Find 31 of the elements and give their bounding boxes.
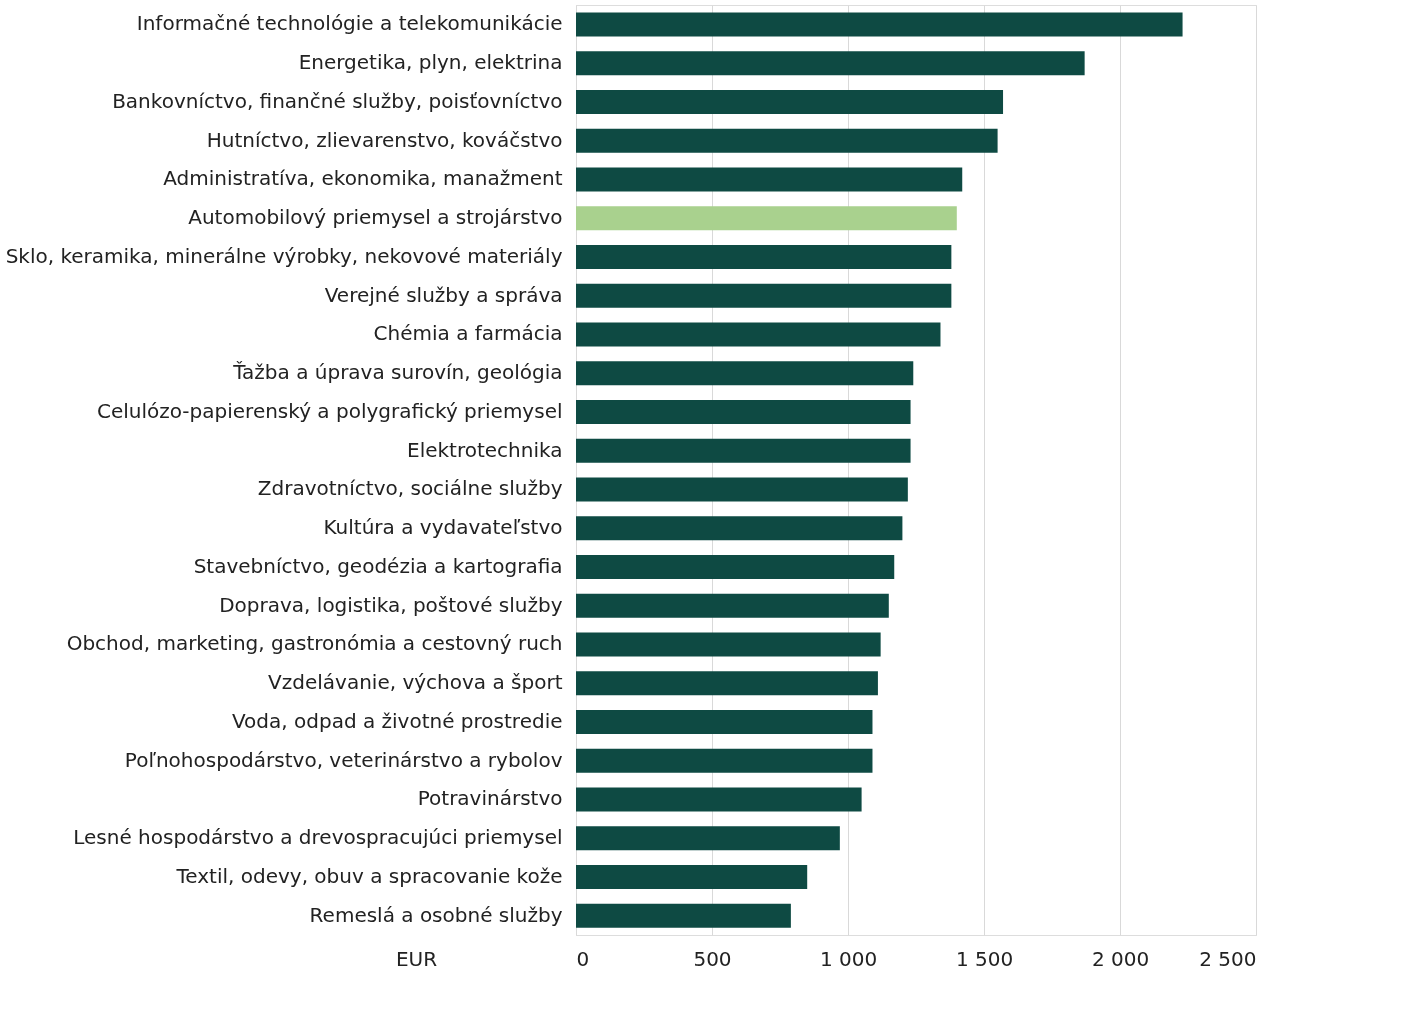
- y-tick-label: Ťažba a úprava surovín, geológia: [232, 360, 563, 385]
- y-tick-label: Bankovníctvo, finančné služby, poisťovníctvo: [112, 88, 563, 113]
- y-tick-label: Informačné technológie a telekomunikácie: [136, 11, 563, 36]
- y-tick-label: Voda, odpad a životné prostredie: [231, 708, 563, 733]
- y-tick-label: Zdravotníctvo, sociálne služby: [257, 476, 563, 501]
- y-tick-label: Vzdelávanie, výchova a šport: [268, 670, 563, 695]
- y-tick-label: Poľnohospodárstvo, veterinárstvo a rybolov: [124, 747, 563, 772]
- y-tick-label: Obchod, marketing, gastronómia a cestovný ruch: [66, 631, 563, 656]
- y-tick-label: Administratíva, ekonomika, manažment: [163, 166, 563, 191]
- y-tick-label: Verejné služby a správa: [324, 282, 563, 307]
- y-tick-label: Remeslá a osobné služby: [309, 902, 563, 927]
- y-tick-label: Automobilový priemysel a strojárstvo: [188, 205, 563, 230]
- x-axis-title: EUR: [395, 946, 438, 971]
- y-tick-label: Hutníctvo, zlievarenstvo, kováčstvo: [206, 127, 563, 152]
- x-tick-label: 0: [576, 946, 590, 971]
- y-tick-label: Lesné hospodárstvo a drevospracujúci priemysel: [73, 825, 563, 850]
- x-tick-label: 2 000: [1091, 946, 1150, 971]
- y-tick-label: Sklo, keramika, minerálne výrobky, nekovové materiály: [5, 243, 563, 268]
- y-tick-label: Kultúra a vydavateľstvo: [323, 515, 563, 540]
- y-tick-label: Doprava, logistika, poštové služby: [219, 592, 563, 617]
- x-tick-label: 2 500: [1199, 946, 1257, 971]
- y-tick-label: Textil, odevy, obuv a spracovanie kože: [175, 863, 563, 888]
- y-tick-label: Chémia a farmácia: [373, 321, 563, 346]
- y-tick-label: Elektrotechnika: [407, 437, 563, 462]
- x-tick-label: 1 000: [819, 946, 878, 971]
- y-tick-label: Energetika, plyn, elektrina: [298, 50, 563, 75]
- y-tick-label: Stavebníctvo, geodézia a kartografia: [193, 553, 563, 578]
- x-tick-label: 1 500: [955, 946, 1014, 971]
- x-tick-label: 500: [693, 946, 732, 971]
- y-tick-label: Celulózo-papierenský a polygrafický priemysel: [96, 398, 563, 423]
- y-tick-label: Potravinárstvo: [417, 786, 563, 811]
